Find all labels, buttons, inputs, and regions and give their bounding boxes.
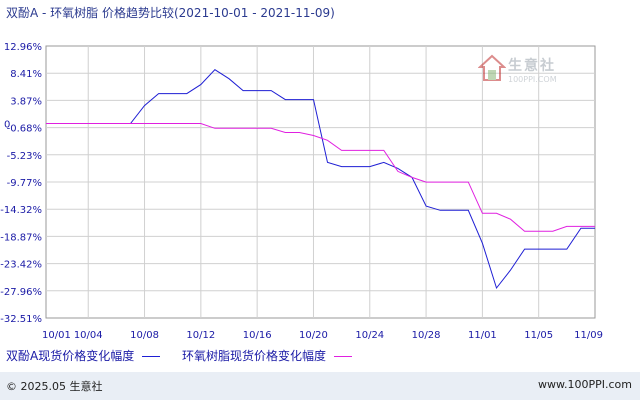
- series-line-epoxy: [46, 123, 595, 232]
- y-tick-label: -5.23%: [7, 151, 42, 162]
- x-tick-label: 10/24: [355, 330, 384, 341]
- x-tick-label: 10/16: [243, 330, 272, 341]
- x-tick-label: 11/01: [468, 330, 497, 341]
- legend-swatch-bpa: [142, 356, 161, 357]
- footer-copyright: © 2025.05 生意社: [6, 380, 103, 393]
- y-tick-label: -14.32%: [0, 205, 42, 216]
- x-tick-label: 11/05: [524, 330, 553, 341]
- x-tick-label: 10/04: [74, 330, 103, 341]
- x-tick-label: 10/12: [186, 330, 215, 341]
- y-tick-label: -23.42%: [0, 260, 42, 271]
- y-tick-label: 8.41%: [10, 69, 42, 80]
- y-tick-label: -9.77%: [7, 178, 42, 189]
- legend-swatch-epoxy: [334, 356, 353, 357]
- watermark-name: 生意社: [508, 58, 556, 74]
- x-tick-label: 11/09: [574, 330, 603, 341]
- y-tick-label: -18.87%: [0, 232, 42, 243]
- watermark-url: 100PPI.COM: [508, 75, 557, 84]
- watermark-logo: 生意社 100PPI.COM: [477, 54, 588, 90]
- y-tick-label: 3.87%: [10, 96, 42, 107]
- y-tick-label: -0.68%: [7, 124, 42, 135]
- y-zero-label: 0: [4, 120, 10, 131]
- y-tick-label: -32.51%: [0, 314, 42, 325]
- legend-item-bpa: 双酚A现货价格变化幅度: [6, 347, 161, 364]
- x-tick-label: 10/01: [42, 330, 71, 341]
- y-tick-label: 12.96%: [4, 42, 42, 53]
- x-tick-label: 10/20: [299, 330, 328, 341]
- chart-legend: 双酚A现货价格变化幅度 环氧树脂现货价格变化幅度: [6, 347, 370, 364]
- legend-label-bpa: 双酚A现货价格变化幅度: [6, 349, 135, 363]
- house-logo-icon: [477, 54, 507, 81]
- legend-item-epoxy: 环氧树脂现货价格变化幅度: [182, 347, 353, 364]
- series-line-bpa: [46, 69, 595, 290]
- x-tick-label: 10/08: [130, 330, 159, 341]
- line-chart: 12.96% 8.41% 3.87% -0.68% -5.23% -9.77% -14.32…: [0, 42, 603, 341]
- footer-bar: © 2025.05 生意社 www.100PPI.com: [0, 372, 640, 400]
- x-tick-label: 10/28: [412, 330, 441, 341]
- chart-title: 双酚A - 环氧树脂 价格趋势比较(2021-10-01 - 2021-11-0…: [6, 6, 335, 20]
- footer-site-link[interactable]: www.100PPI.com: [538, 378, 632, 391]
- y-tick-label: -27.96%: [0, 287, 42, 298]
- legend-label-epoxy: 环氧树脂现货价格变化幅度: [182, 349, 327, 363]
